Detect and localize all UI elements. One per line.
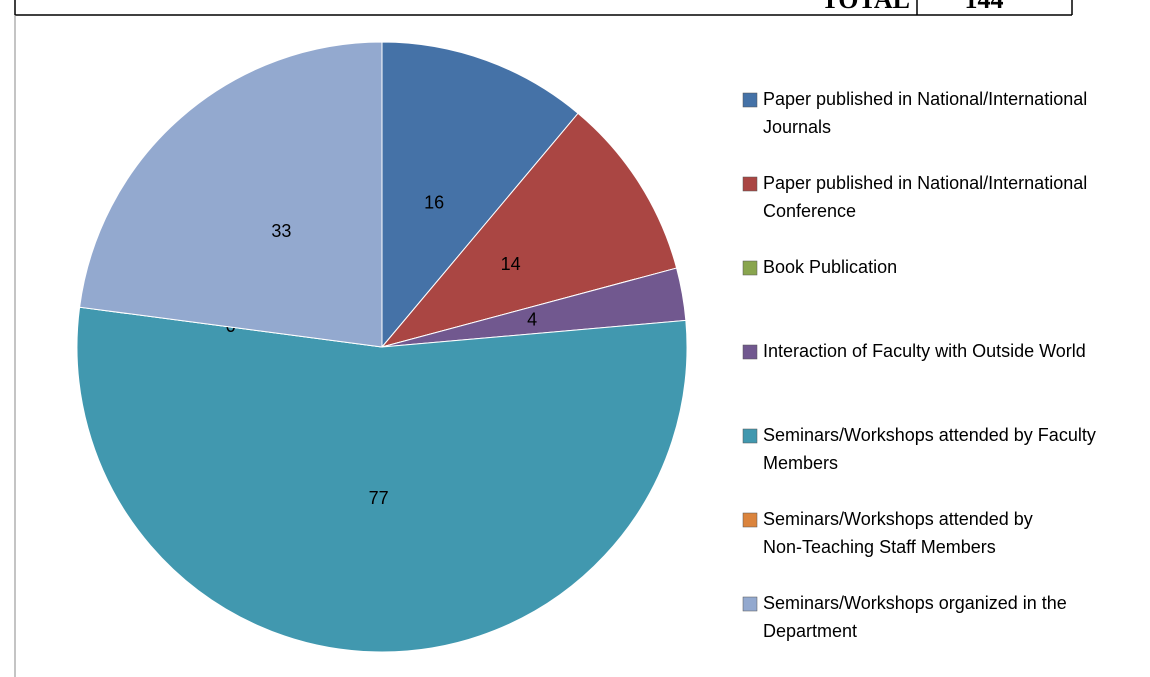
total-label: TOTAL bbox=[821, 0, 910, 14]
legend-swatch bbox=[742, 428, 758, 444]
legend-swatch bbox=[742, 344, 758, 360]
legend-line: Seminars/Workshops attended by bbox=[763, 509, 1033, 529]
data-label: 77 bbox=[369, 488, 389, 508]
legend-line: Paper published in National/Internationa… bbox=[763, 89, 1087, 109]
pie-slice bbox=[381, 41, 579, 349]
pie-slice bbox=[76, 306, 688, 653]
legend-line: Book Publication bbox=[763, 257, 897, 277]
legend-swatch bbox=[742, 512, 758, 528]
legend-swatch bbox=[742, 176, 758, 192]
legend-line: Paper published in National/Internationa… bbox=[763, 173, 1087, 193]
legend-line: Members bbox=[763, 453, 838, 473]
total-value: 144 bbox=[965, 0, 1004, 14]
legend-label: Paper published in National/Internationa… bbox=[763, 89, 1087, 137]
legend-line: Journals bbox=[763, 117, 831, 137]
legend-line: Conference bbox=[763, 201, 856, 221]
legend-label: Book Publication bbox=[763, 257, 897, 277]
legend-line: Non-Teaching Staff Members bbox=[763, 537, 996, 557]
table-strip: TOTAL 144 bbox=[14, 0, 1073, 16]
legend-line: Interaction of Faculty with Outside Worl… bbox=[763, 341, 1086, 361]
legend-label: Seminars/Workshops organized in the Depar… bbox=[763, 593, 1067, 641]
legend-line: Department bbox=[763, 621, 857, 641]
data-label: 33 bbox=[271, 221, 291, 241]
legend-line: Seminars/Workshops attended by Faculty bbox=[763, 425, 1096, 445]
legend-swatch bbox=[742, 92, 758, 108]
legend-label: Paper published in National/Internationa… bbox=[763, 173, 1087, 221]
data-label: 16 bbox=[424, 192, 444, 212]
data-label: 4 bbox=[527, 309, 537, 329]
pie-slice bbox=[79, 41, 383, 348]
legend-label: Interaction of Faculty with Outside Worl… bbox=[763, 341, 1086, 361]
pie-slice bbox=[380, 112, 678, 348]
legend-line: Seminars/Workshops organized in the bbox=[763, 593, 1067, 613]
legend-label: Seminars/Workshops attended by Faculty Me… bbox=[763, 425, 1096, 473]
legend-swatch bbox=[742, 260, 758, 276]
legend-label: Seminars/Workshops attended by Non-Teachi… bbox=[763, 509, 1033, 557]
legend-swatch bbox=[742, 596, 758, 612]
data-label: 14 bbox=[501, 254, 521, 274]
